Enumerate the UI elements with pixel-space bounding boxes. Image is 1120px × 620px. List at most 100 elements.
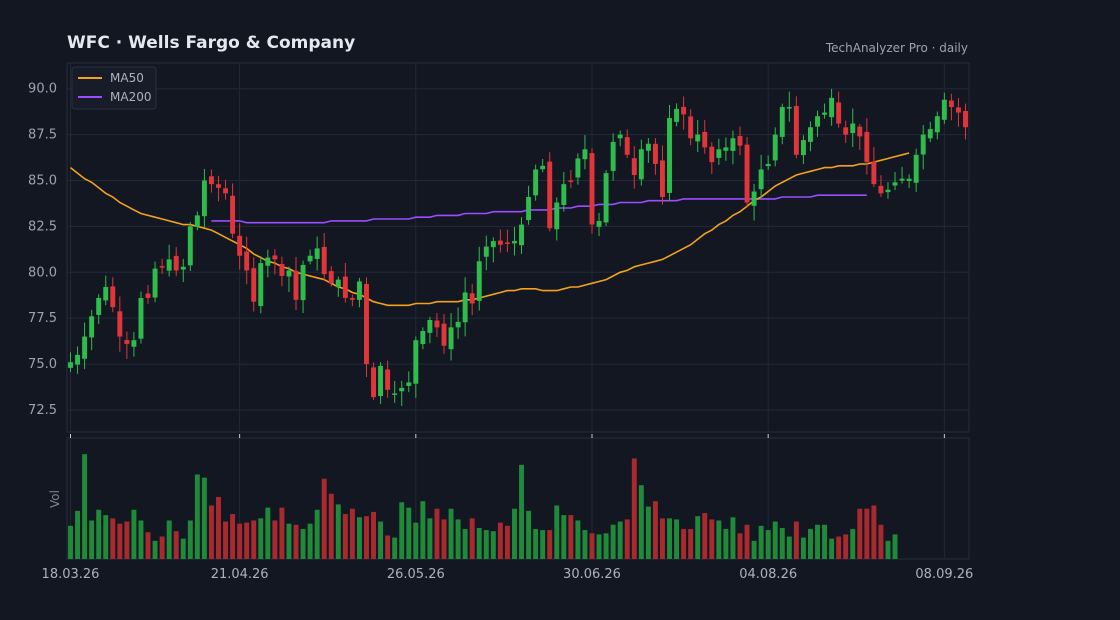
volume-bar [180, 538, 186, 559]
volume-axis-label: Vol [48, 490, 62, 508]
volume-bar [504, 525, 510, 559]
volume-bar [526, 510, 532, 559]
volume-bar [448, 508, 454, 559]
candle-body [765, 163, 771, 167]
candle-body [244, 251, 250, 271]
candle-body [631, 158, 637, 175]
candle-body [356, 281, 362, 300]
candle-body [793, 106, 799, 155]
candle-body [871, 161, 877, 185]
volume-bar [187, 520, 193, 559]
volume-bar [349, 508, 355, 559]
volume-panel [66, 437, 970, 560]
volume-bar [822, 524, 828, 559]
candle-body [568, 180, 574, 182]
candle-body [103, 286, 109, 301]
volume-bar [342, 514, 348, 559]
volume-bar [857, 508, 863, 559]
candle-body [497, 240, 503, 245]
candle-body [878, 185, 884, 194]
volume-bar [800, 537, 806, 559]
candle-body [652, 143, 658, 164]
candle-body [638, 149, 644, 180]
candle-body [208, 176, 214, 185]
volume-bar [575, 520, 581, 559]
candle-body [279, 263, 285, 276]
candle-body [955, 107, 961, 113]
volume-bar [681, 529, 687, 559]
candle-body [349, 298, 355, 300]
candle-body [582, 149, 588, 160]
y-tick-label: 72.5 [28, 403, 57, 418]
x-tick-label: 18.03.26 [42, 567, 100, 582]
volume-bar [652, 501, 658, 559]
volume-bar [730, 517, 736, 559]
candle-body [772, 134, 778, 161]
candle-body [307, 255, 313, 262]
candle-body [645, 143, 651, 151]
candle-body [730, 138, 736, 151]
volume-bar [82, 454, 88, 559]
candle-body [850, 123, 856, 134]
candle-body [89, 316, 95, 338]
x-tick-label: 26.05.26 [387, 567, 445, 582]
candle-body [519, 224, 524, 246]
candle-body [899, 178, 905, 181]
volume-bar [660, 518, 665, 559]
candle-body [547, 161, 553, 229]
candle-body [335, 279, 341, 288]
candle-body [187, 226, 193, 266]
candle-body [561, 184, 567, 205]
volume-bar [420, 501, 426, 559]
candle-body [702, 131, 708, 148]
volume-bar [427, 518, 433, 559]
volume-bar [152, 540, 158, 559]
volume-bar [251, 520, 257, 559]
volume-bar [110, 518, 116, 559]
volume-bar [631, 458, 637, 559]
volume-bar [75, 510, 81, 559]
candle-body [230, 195, 236, 234]
candle-body [427, 320, 433, 333]
volume-bar [293, 524, 299, 559]
volume-bar [392, 537, 398, 559]
volume-bar [441, 519, 447, 559]
candle-body [709, 146, 715, 163]
volume-bar [223, 521, 229, 559]
candle-body [321, 246, 327, 275]
volume-bar [335, 504, 341, 559]
candle-body [554, 202, 560, 230]
candle-body [829, 97, 835, 118]
volume-bar [279, 507, 285, 559]
candle-body [75, 354, 81, 365]
volume-bar [237, 523, 243, 559]
candle-body [110, 286, 116, 308]
volume-bar [716, 520, 722, 559]
candle-body [610, 141, 616, 171]
candle-body [695, 134, 701, 142]
candle-body [194, 215, 200, 227]
candle-body [364, 283, 369, 365]
candle-body [68, 362, 73, 368]
y-tick-label: 82.5 [28, 219, 57, 234]
candle-body [807, 127, 813, 142]
volume-bar [300, 529, 306, 559]
volume-bar [709, 519, 715, 559]
candle-body [836, 102, 842, 124]
volume-bar [469, 518, 475, 559]
volume-bar [124, 521, 130, 559]
volume-bar [589, 533, 595, 559]
candle-body [927, 129, 933, 139]
candle-body [223, 188, 229, 194]
y-tick-label: 90.0 [28, 82, 57, 97]
volume-bar [406, 507, 412, 559]
candle-body [117, 311, 123, 337]
candle-body [596, 220, 602, 227]
volume-bar [244, 522, 250, 559]
volume-bar [434, 508, 440, 559]
volume-bar [166, 520, 172, 559]
volume-bar [356, 517, 362, 559]
volume-bar [314, 509, 320, 559]
candle-body [483, 246, 489, 257]
